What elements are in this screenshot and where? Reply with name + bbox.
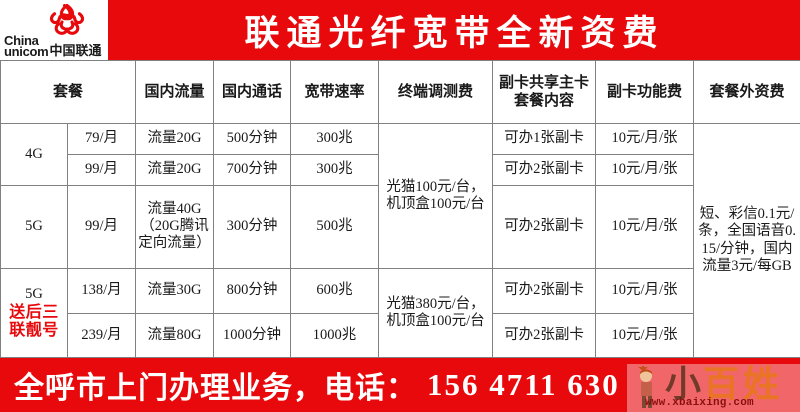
logo-en-text: China unicom <box>4 33 49 59</box>
cell-voice: 800分钟 <box>213 268 292 314</box>
cell-subcard-fee: 10元/月/张 <box>595 268 695 314</box>
cell-price: 99/月 <box>66 184 137 270</box>
generation-cell-5g-premium: 5G 送后三联靓号 <box>0 268 68 358</box>
footer-banner: 全呼市上门办理业务，电话： 156 4711 630 <box>0 358 800 412</box>
table-row: 5G 99/月 流量40G（20G腾讯定向流量） 300分钟 500兆 可办2张… <box>0 184 800 270</box>
tariff-table-container: 套餐 国内流量 国内通话 宽带速率 终端调测费 副卡共享主卡套餐内容 副卡功能费… <box>0 60 800 359</box>
site-watermark: 小 百 姓 www.xbaixing.com <box>627 364 800 412</box>
cell-subcard: 可办2张副卡 <box>492 153 597 186</box>
cell-subcard: 可办2张副卡 <box>492 312 597 359</box>
cell-speed: 300兆 <box>290 153 380 186</box>
cell-price: 138/月 <box>66 268 137 314</box>
generation-label: 4G <box>25 145 43 162</box>
watermark-char-2: 百 <box>703 364 740 404</box>
page-title: 联通光纤宽带全新资费 <box>244 13 665 53</box>
header-banner: China unicom 中国联通 联通光纤宽带全新资费 <box>0 0 800 60</box>
cell-subcard-fee: 10元/月/张 <box>595 153 695 186</box>
cell-data: 流量20G <box>135 153 215 186</box>
watermark-mascot-icon <box>638 366 652 408</box>
cell-speed: 600兆 <box>290 268 380 314</box>
logo-wordmark: China unicom 中国联通 <box>4 33 102 59</box>
cell-data: 流量40G（20G腾讯定向流量） <box>135 184 215 270</box>
table-header-row: 套餐 国内流量 国内通话 宽带速率 终端调测费 副卡共享主卡套餐内容 副卡功能费… <box>0 60 800 124</box>
generation-label: 5G <box>25 285 43 302</box>
col-header-speed: 宽带速率 <box>290 60 380 124</box>
tariff-table: 套餐 国内流量 国内通话 宽带速率 终端调测费 副卡共享主卡套餐内容 副卡功能费… <box>0 60 800 359</box>
unicom-knot-icon <box>49 3 85 35</box>
col-header-subcard: 副卡共享主卡套餐内容 <box>492 60 597 124</box>
generation-label: 5G <box>25 218 43 235</box>
logo-cn-text: 中国联通 <box>49 43 102 58</box>
watermark-char-1: 小 <box>665 364 702 404</box>
cell-subcard-fee: 10元/月/张 <box>595 123 695 155</box>
watermark-char-3: 姓 <box>743 364 780 404</box>
cell-subcard-fee: 10元/月/张 <box>595 312 695 359</box>
col-header-data: 国内流量 <box>135 60 215 124</box>
table-row: 239/月 流量80G 1000分钟 1000兆 可办2张副卡 10元/月/张 <box>1 312 800 359</box>
china-unicom-logo: China unicom 中国联通 <box>0 0 108 60</box>
cell-speed: 300兆 <box>290 123 380 155</box>
col-header-plan: 套餐 <box>0 60 137 124</box>
cell-voice: 500分钟 <box>213 123 292 155</box>
cell-price: 239/月 <box>66 312 137 359</box>
table-row: 4G 79/月 流量20G 500分钟 300兆 光猫100元/台，机顶盒100… <box>0 122 800 358</box>
cell-terminal-fee-4g: 光猫100元/台，机顶盒100元/台 <box>378 122 494 270</box>
cell-voice: 700分钟 <box>213 153 292 186</box>
cell-speed: 1000兆 <box>290 312 380 359</box>
table-row: 99/月 流量20G 700分钟 300兆 可办2张副卡 10元/月/张 <box>1 153 800 186</box>
col-header-extra-fee: 套餐外资费 <box>693 60 800 124</box>
cell-voice: 300分钟 <box>213 184 292 270</box>
col-header-terminal: 终端调测费 <box>378 60 494 124</box>
col-header-subcard-fee: 副卡功能费 <box>595 60 695 124</box>
table-row: 5G 送后三联靓号 138/月 流量30G 800分钟 600兆 光猫380元/… <box>0 268 800 358</box>
cell-out-of-plan-fee: 短、彩信0.1元/条，全国语音0.15/分钟，国内流量3元/每GB <box>693 123 800 358</box>
generation-cell-4g: 4G <box>0 123 68 186</box>
cell-subcard: 可办2张副卡 <box>492 184 597 270</box>
footer-service-text: 全呼市上门办理业务，电话： <box>14 372 417 405</box>
cell-data: 流量80G <box>135 312 215 359</box>
cell-subcard-fee: 10元/月/张 <box>595 184 695 270</box>
cell-speed: 500兆 <box>290 184 380 270</box>
cell-subcard: 可办1张副卡 <box>492 123 597 155</box>
generation-promo-note: 送后三联靓号 <box>9 303 59 340</box>
logo-en-line2: unicom <box>4 44 49 59</box>
logo-en-line1: China <box>4 33 39 48</box>
footer-phone-number: 156 4711 630 <box>427 367 620 402</box>
cell-price: 99/月 <box>66 153 137 186</box>
cell-subcard: 可办2张副卡 <box>492 268 597 314</box>
cell-data: 流量30G <box>135 268 215 314</box>
generation-cell-5g: 5G <box>0 184 68 270</box>
cell-data: 流量20G <box>135 123 215 155</box>
cell-voice: 1000分钟 <box>213 312 292 359</box>
col-header-voice: 国内通话 <box>213 60 292 124</box>
cell-price: 79/月 <box>66 123 137 155</box>
cell-terminal-fee-5g: 光猫380元/台，机顶盒100元/台 <box>378 268 494 358</box>
watermark-url: www.xbaixing.com <box>645 397 754 409</box>
